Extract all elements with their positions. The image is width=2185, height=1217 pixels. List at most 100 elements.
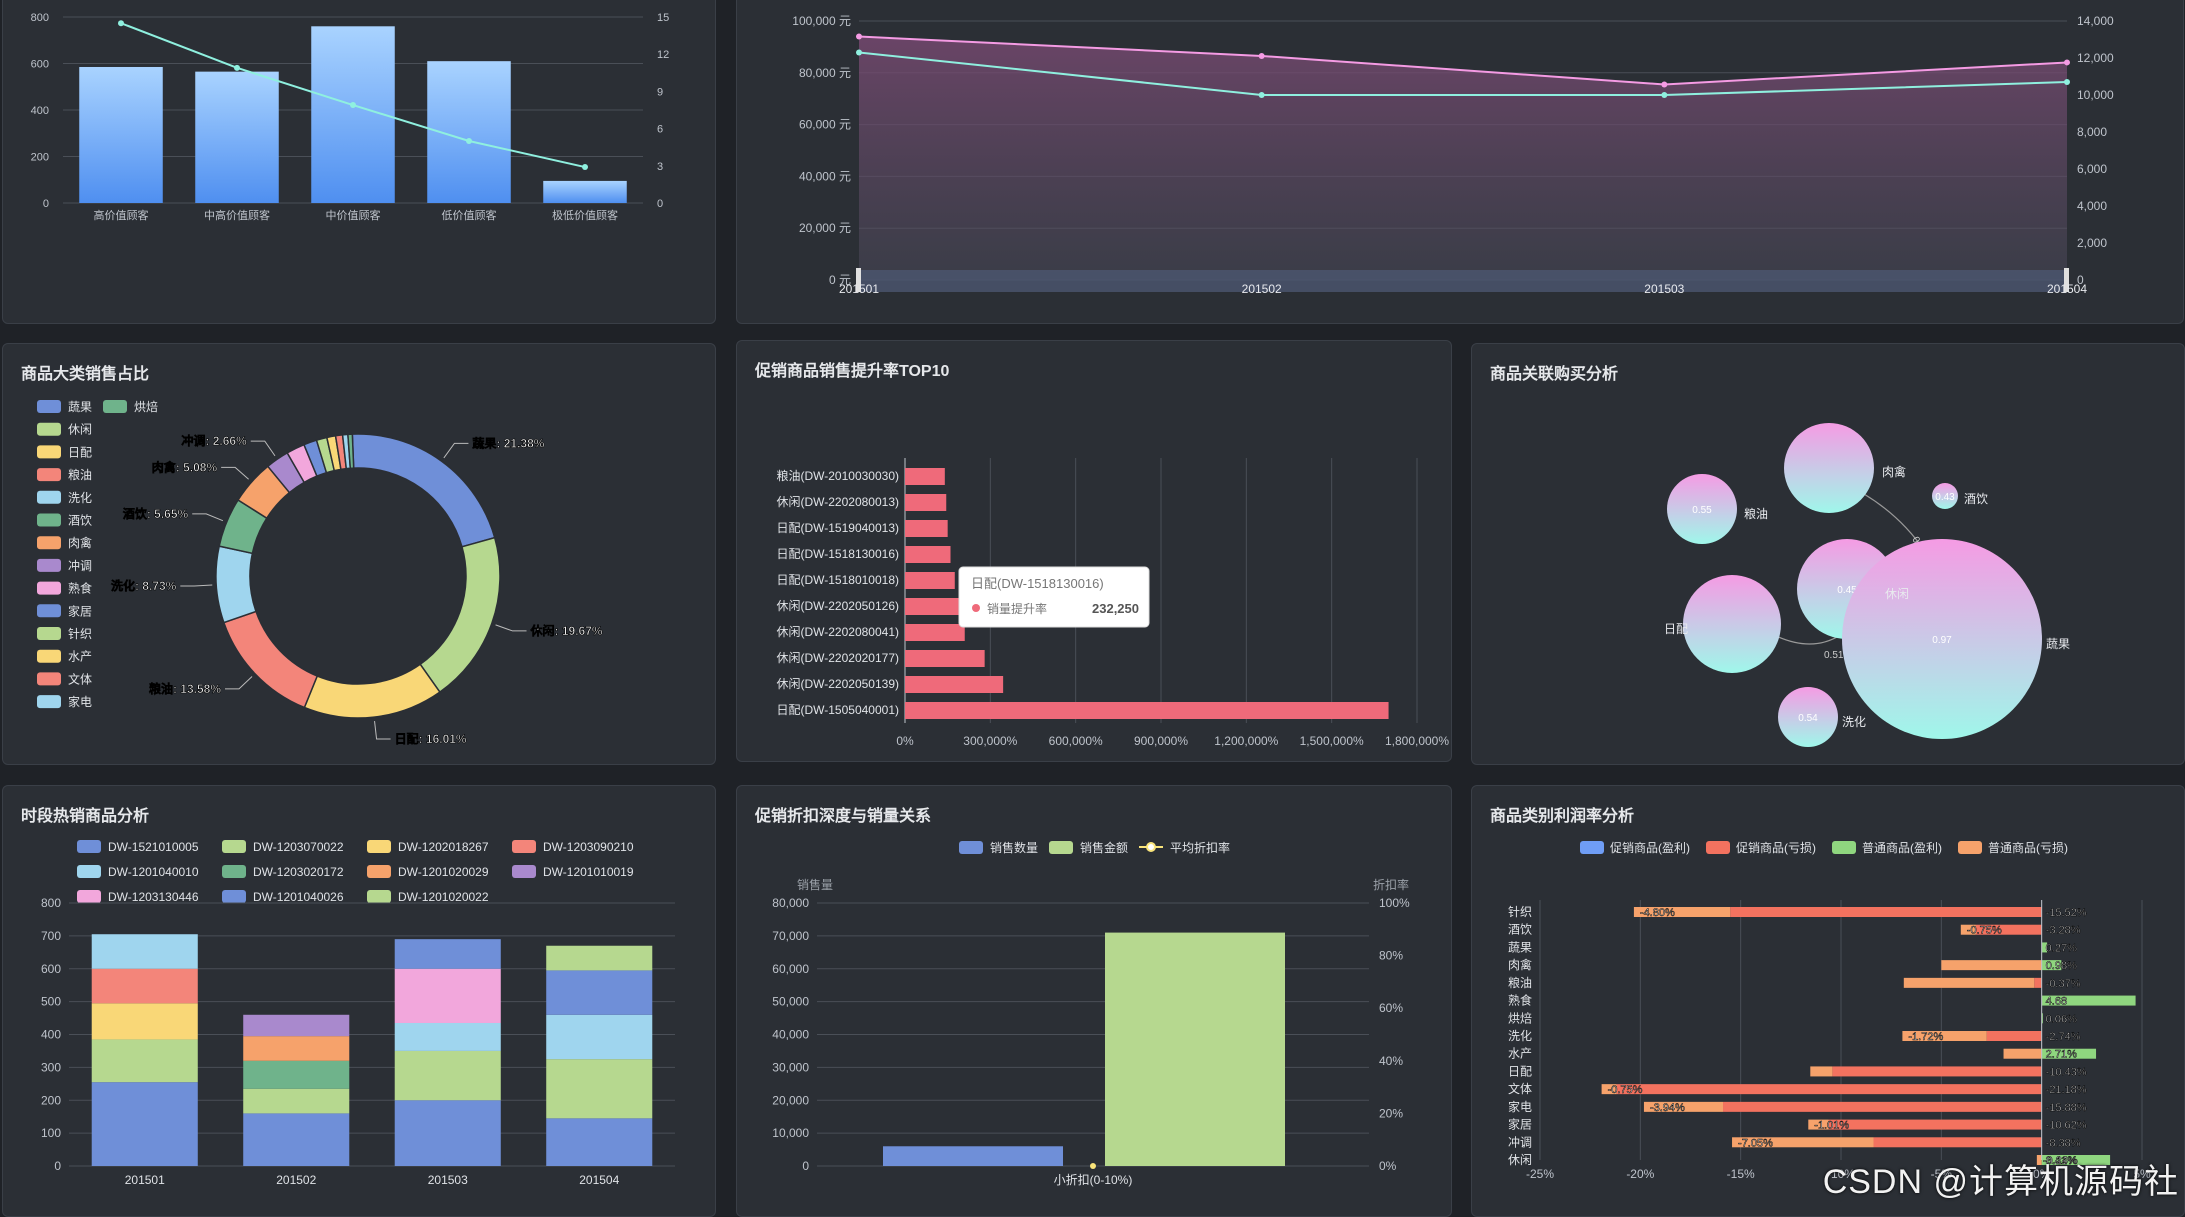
y-tick-label: 蔬果 (1508, 940, 1532, 954)
legend-swatch (37, 400, 61, 413)
y2-tick-label: 10,000 (2077, 88, 2114, 102)
promo-bar (1941, 960, 2042, 971)
normal-bar (1616, 1084, 2042, 1095)
normal-label: -8.38% (2046, 1137, 2081, 1149)
legend-swatch (1832, 841, 1856, 854)
normal-bar (2041, 1048, 2097, 1059)
normal-label: -15.88% (2046, 1102, 2087, 1114)
line-point (350, 102, 356, 109)
bubble-name: 蔬果 (2046, 637, 2070, 651)
normal-label: -10.62% (2046, 1120, 2087, 1132)
stack-segment (243, 1014, 350, 1037)
x-tick-label: 201504 (2047, 282, 2087, 296)
avg-discount-point (1090, 1163, 1096, 1169)
slice-label: 日配: 16.01% (395, 731, 467, 746)
tooltip-title: 日配(DW-1518130016) (971, 576, 1104, 591)
x-tick-label: 中高价值顾客 (204, 208, 270, 222)
zoom-slider (859, 270, 2067, 292)
promo-bar (1808, 1119, 1829, 1130)
legend-label: DW-1201040010 (108, 865, 199, 879)
x-tick-label: 300,000% (963, 734, 1017, 748)
legend-label: 烘焙 (134, 399, 158, 414)
cyan-line (858, 51, 2068, 96)
bubble-name: 酒饮 (1964, 492, 1988, 506)
legend-swatch (222, 890, 246, 903)
legend-swatch (959, 841, 983, 854)
tooltip-marker (972, 604, 980, 612)
normal-bar (1723, 1101, 2042, 1112)
normal-bar (2041, 942, 2048, 953)
y-tick-label: 水产 (1508, 1047, 1532, 1061)
bar-休闲(DW-2202050126) (905, 598, 960, 615)
normal-bar (1986, 1031, 2042, 1041)
y-tick-label: 休闲(DW-2202050139) (776, 677, 899, 691)
y-tick-label: 烘焙 (1508, 1010, 1532, 1025)
normal-bar (2041, 960, 2062, 971)
legend-label: 平均折扣率 (1170, 840, 1230, 855)
slice-label: 冲调: 2.66% (181, 433, 247, 448)
y-tick-label: 日配(DW-1518010018) (776, 573, 899, 587)
y-tick-label: 针织 (1508, 904, 1532, 919)
y-tick-label: 600 (31, 59, 49, 71)
normal-bar (1828, 1119, 2042, 1130)
y-tick-label: 200 (31, 152, 49, 164)
slice-label: 粮油: 13.58% (149, 681, 221, 696)
y2-tick-label: 4,000 (2077, 199, 2107, 213)
customer-value-panel: 0 200 400 600 800 0 3 6 9 12 15 高价值顾客 中高价值顾客 中价值顾客 低价值… (2, 0, 716, 324)
x-tick-label: 5% (2133, 1167, 2151, 1181)
hot-products-chart: DW-1521010005 DW-1203070022 DW-1202018267 D… (41, 840, 675, 1187)
y2-tick-label: 60% (1379, 1001, 1403, 1015)
legend-label: 销售金额 (1080, 840, 1128, 855)
legend-swatch (37, 513, 61, 527)
label-leader (250, 440, 276, 457)
normal-label: 2.71% (2046, 1049, 2077, 1061)
zoom-handle-right (2064, 268, 2069, 292)
y2-tick-label: 15 (657, 12, 669, 24)
legend-label: 水产 (68, 650, 92, 664)
normal-label: 4.68 (2046, 996, 2067, 1008)
discount-depth-panel: 促销折扣深度与销量关系 销售数量 销售金额 平均折扣率 销售量 折扣率 0 10,000 20… (736, 785, 1452, 1217)
normal-label: 0.98% (2046, 960, 2077, 972)
bubble-蔬果 (1842, 539, 2042, 739)
normal-label: -15.52% (2046, 907, 2087, 919)
customer-value-chart: 0 200 400 600 800 0 3 6 9 12 15 高价值顾客 中高价值顾客 中价值顾客 低价值… (31, 12, 670, 222)
x-tick-label: 中价值顾客 (326, 208, 381, 222)
stack-segment (546, 945, 653, 971)
y-tick-label: 肉禽 (1508, 957, 1532, 972)
x-tick-label: -10% (1827, 1167, 1855, 1181)
bar-日配(DW-1518010018) (905, 572, 955, 589)
normal-label: 3.41% (2046, 1155, 2077, 1167)
y-tick-label: 酒饮 (1508, 923, 1532, 937)
y-tick-label: 10,000 (772, 1126, 809, 1140)
x-tick-label: -5% (1931, 1167, 1953, 1181)
promo-bar (1903, 977, 2035, 988)
slice-洗化 (215, 545, 257, 624)
bubble-日配 (1683, 575, 1781, 673)
legend-label: 熟食 (68, 581, 92, 596)
legend-swatch (37, 649, 61, 663)
cyan-point (2064, 79, 2070, 86)
promo-bar (1633, 907, 1731, 917)
legend-swatch (37, 490, 61, 504)
stack-segment (394, 1050, 501, 1101)
stack-segment (91, 934, 198, 969)
y-tick-label: 80,000 元 (799, 66, 851, 80)
legend-swatch (1706, 841, 1730, 854)
bubble-value: 0.55 (1692, 505, 1712, 516)
promo-label: -4.80% (1640, 907, 1675, 919)
x-tick-label: 1,500,000% (1300, 734, 1364, 748)
legend-swatch (367, 890, 391, 903)
x-tick-label: 201503 (428, 1173, 468, 1187)
stack-segment (546, 1059, 653, 1119)
bubble-name: 日配 (1664, 622, 1688, 636)
y-tick-label: 家电 (1508, 1099, 1532, 1114)
x-tick-label: 201502 (1242, 282, 1282, 296)
y-tick-label: 500 (41, 995, 61, 1009)
bubble-洗化 (1778, 687, 1838, 747)
y-tick-label: 400 (41, 1028, 61, 1042)
cyan-point (856, 49, 862, 56)
bubble-name: 休闲 (1885, 587, 1909, 601)
tooltip-label: 销量提升率 (987, 601, 1047, 616)
slice-label: 洗化: 8.73% (111, 578, 177, 593)
x-tick-label: 极低价值顾客 (552, 208, 618, 222)
